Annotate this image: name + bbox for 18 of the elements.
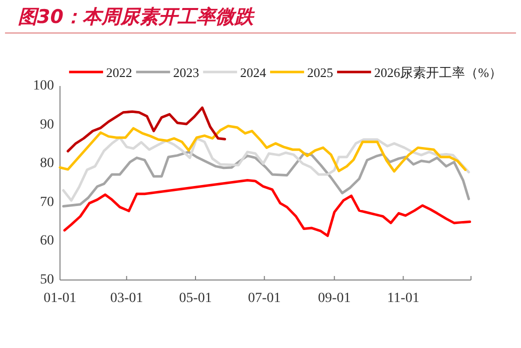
legend-label: 2023 <box>173 65 200 80</box>
y-tick-label: 90 <box>40 117 54 132</box>
legend-label: 2024 <box>240 65 267 80</box>
legend-label: 2026尿素开工率（%） <box>374 65 502 80</box>
x-tick-label: 03-01 <box>110 291 143 306</box>
x-tick-label: 07-01 <box>248 291 281 306</box>
y-tick-label: 60 <box>40 234 54 249</box>
x-tick-label: 11-01 <box>387 291 420 306</box>
x-tick-label: 01-01 <box>44 291 76 306</box>
y-tick-label: 80 <box>40 156 54 172</box>
y-tick-label: 70 <box>40 194 54 210</box>
y-tick-label: 100 <box>33 78 54 94</box>
y-tick-label: 50 <box>40 272 54 288</box>
x-tick-label: 05-01 <box>179 291 212 306</box>
chart-title: 图30：本周尿素开工率微跌 <box>18 6 256 28</box>
legend-label: 2025 <box>307 65 334 80</box>
legend-label: 2022 <box>106 65 132 80</box>
x-tick-label: 09-01 <box>318 291 351 306</box>
